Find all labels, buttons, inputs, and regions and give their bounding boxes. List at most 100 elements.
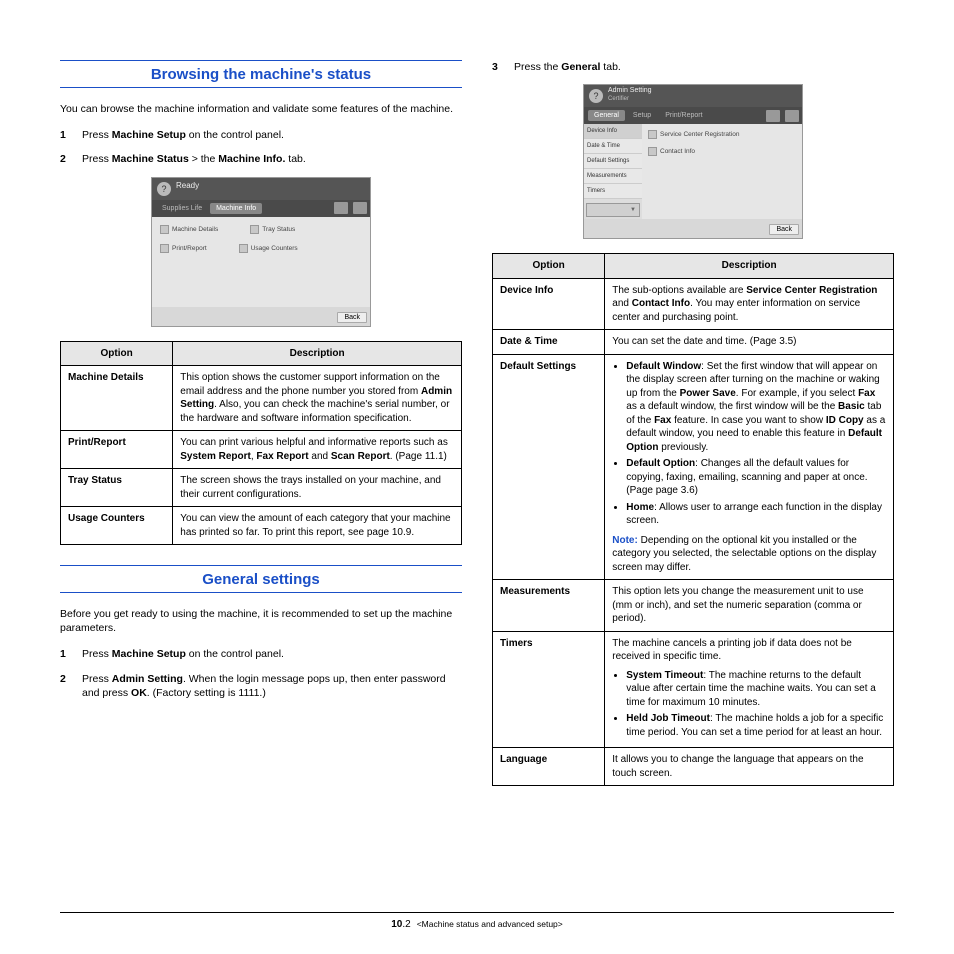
opt-cell: Print/Report xyxy=(61,431,173,469)
screenshot-body: Device Info Date & Time Default Settings… xyxy=(584,124,802,219)
tab-machine-info: Machine Info xyxy=(210,203,262,214)
side-default-settings: Default Settings xyxy=(584,154,642,169)
table-row: Language It allows you to change the lan… xyxy=(493,748,894,786)
dropdown-icon xyxy=(586,203,640,217)
divider xyxy=(60,60,462,61)
desc-cell: This option lets you change the measurem… xyxy=(605,580,894,632)
options-table-left: Option Description Machine Details This … xyxy=(60,341,462,546)
machine-info-screenshot: ? Ready Supplies Life Machine Info Machi… xyxy=(151,177,371,327)
chapter-label: <Machine status and advanced setup> xyxy=(417,919,563,929)
toolbar-icon xyxy=(785,110,799,122)
step-item: 2 Press Machine Status > the Machine Inf… xyxy=(60,152,462,166)
screenshot-header: ? Ready xyxy=(152,178,370,200)
step-text: Press Machine Setup on the control panel… xyxy=(82,647,462,661)
table-row: Measurements This option lets you change… xyxy=(493,580,894,632)
step-number: 1 xyxy=(60,647,82,661)
side-date-time: Date & Time xyxy=(584,139,642,154)
col-description: Description xyxy=(173,341,462,366)
desc-cell: The screen shows the trays installed on … xyxy=(173,469,462,507)
table-row: Device Info The sub-options available ar… xyxy=(493,278,894,330)
bullet-item: Home: Allows user to arrange each functi… xyxy=(626,501,886,528)
step-number: 2 xyxy=(60,672,82,700)
steps-list: 1 Press Machine Setup on the control pan… xyxy=(60,128,462,166)
step-item: 1 Press Machine Setup on the control pan… xyxy=(60,647,462,661)
divider xyxy=(60,565,462,566)
step-item: 3 Press the General tab. xyxy=(492,60,894,74)
section-title: General settings xyxy=(202,571,320,588)
table-row: Date & Time You can set the date and tim… xyxy=(493,330,894,355)
page-number-rest: .2 xyxy=(402,919,410,930)
screenshot-tabs: General Setup Print/Report xyxy=(584,107,802,124)
note-block: Note: Depending on the optional kit you … xyxy=(612,534,886,575)
step-text: Press Admin Setting. When the login mess… xyxy=(82,672,462,700)
tab-general: General xyxy=(588,110,625,121)
usage-counters-button: Usage Counters xyxy=(239,244,298,253)
tab-setup: Setup xyxy=(627,110,657,121)
contact-info-button: Contact Info xyxy=(648,147,796,156)
sidebar-content: Service Center Registration Contact Info xyxy=(642,124,802,219)
back-button: Back xyxy=(337,312,367,323)
back-button: Back xyxy=(769,224,799,235)
screenshot-tabs: Supplies Life Machine Info xyxy=(152,200,370,217)
toolbar-icon xyxy=(334,202,348,214)
step-item: 2 Press Admin Setting. When the login me… xyxy=(60,672,462,700)
desc-cell: Default Window: Set the first window tha… xyxy=(605,354,894,580)
opt-cell: Measurements xyxy=(493,580,605,632)
toolbar-icon xyxy=(766,110,780,122)
left-column: Browsing the machine's status You can br… xyxy=(60,60,462,806)
table-header-row: Option Description xyxy=(493,254,894,279)
service-center-button: Service Center Registration xyxy=(648,130,796,139)
note-label: Note: xyxy=(612,535,638,546)
table-row: Usage Counters You can view the amount o… xyxy=(61,507,462,545)
two-column-layout: Browsing the machine's status You can br… xyxy=(60,60,894,806)
tab-supplies: Supplies Life xyxy=(156,203,208,214)
side-device-info: Device Info xyxy=(584,124,642,139)
help-icon: ? xyxy=(589,89,603,103)
tab-print-report: Print/Report xyxy=(659,110,708,121)
table-row: Timers The machine cancels a printing jo… xyxy=(493,631,894,748)
note-text: Depending on the optional kit you instal… xyxy=(612,535,876,573)
table-header-row: Option Description xyxy=(61,341,462,366)
bullet-list: System Timeout: The machine returns to t… xyxy=(612,669,886,740)
page-footer: 10.2<Machine status and advanced setup> xyxy=(60,912,894,930)
opt-cell: Language xyxy=(493,748,605,786)
bullet-item: System Timeout: The machine returns to t… xyxy=(626,669,886,710)
print-report-button: Print/Report xyxy=(160,244,207,253)
section-header: Browsing the machine's status xyxy=(60,62,462,88)
desc-cell: You can view the amount of each category… xyxy=(173,507,462,545)
intro-paragraph: Before you get ready to using the machin… xyxy=(60,607,462,635)
screenshot-footer: Back xyxy=(584,219,802,238)
side-timers: Timers xyxy=(584,184,642,199)
intro-paragraph: You can browse the machine information a… xyxy=(60,102,462,116)
step-text: Press Machine Setup on the control panel… xyxy=(82,128,462,142)
col-option: Option xyxy=(493,254,605,279)
toolbar-icon xyxy=(353,202,367,214)
options-table-right: Option Description Device Info The sub-o… xyxy=(492,253,894,786)
section-header: General settings xyxy=(60,567,462,593)
table-row: Print/Report You can print various helpf… xyxy=(61,431,462,469)
opt-cell: Usage Counters xyxy=(61,507,173,545)
desc-cell: It allows you to change the language tha… xyxy=(605,748,894,786)
desc-cell: The sub-options available are Service Ce… xyxy=(605,278,894,330)
screenshot-body: Machine Details Tray Status Print/Report… xyxy=(152,217,370,307)
steps-list: 3 Press the General tab. xyxy=(492,60,894,74)
bullet-item: Default Option: Changes all the default … xyxy=(626,457,886,498)
table-row: Default Settings Default Window: Set the… xyxy=(493,354,894,580)
sidebar-list: Device Info Date & Time Default Settings… xyxy=(584,124,642,219)
steps-list: 1 Press Machine Setup on the control pan… xyxy=(60,647,462,700)
right-column: 3 Press the General tab. ? Admin Setting… xyxy=(492,60,894,806)
step-item: 1 Press Machine Setup on the control pan… xyxy=(60,128,462,142)
opt-cell: Date & Time xyxy=(493,330,605,355)
opt-cell: Default Settings xyxy=(493,354,605,580)
admin-title: Admin Setting xyxy=(608,87,652,94)
status-label: Ready xyxy=(176,181,199,190)
screenshot-footer: Back xyxy=(152,307,370,326)
opt-cell: Machine Details xyxy=(61,366,173,431)
bullet-item: Default Window: Set the first window tha… xyxy=(626,360,886,455)
opt-cell: Device Info xyxy=(493,278,605,330)
step-number: 1 xyxy=(60,128,82,142)
opt-cell: Timers xyxy=(493,631,605,748)
step-number: 3 xyxy=(492,60,514,74)
col-description: Description xyxy=(605,254,894,279)
opt-cell: Tray Status xyxy=(61,469,173,507)
